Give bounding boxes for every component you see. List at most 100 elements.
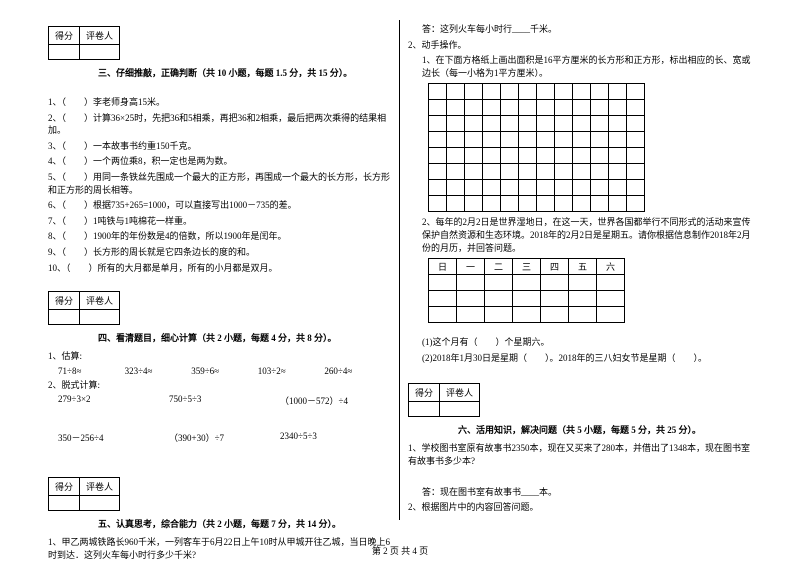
calc-row-2a: 279÷3×2750÷5÷3（1000－572）÷4	[48, 394, 391, 407]
grid-cell	[501, 164, 519, 180]
left-column: 得分评卷人 三、仔细推敲，正确判断（共 10 小题，每题 1.5 分，共 15 …	[40, 20, 400, 520]
grid-cell	[519, 148, 537, 164]
cal-header-cell: 三	[513, 259, 541, 275]
grid-cell	[429, 196, 447, 212]
calc-item: 359÷6≈	[191, 366, 258, 376]
grid-cell	[537, 84, 555, 100]
grid-cell	[555, 196, 573, 212]
cal-cell	[513, 307, 541, 323]
grid-cell	[627, 164, 645, 180]
calc-item: 260÷4≈	[324, 366, 391, 376]
grid-cell	[627, 196, 645, 212]
grid-cell	[447, 148, 465, 164]
grid-cell	[465, 196, 483, 212]
calc-item: （1000－572）÷4	[280, 394, 391, 407]
cal-cell	[485, 275, 513, 291]
grid-cell	[519, 84, 537, 100]
question-item: 2、（ ）计算36×25时，先把36和5相乘，再把36和2相乘，最后把两次乘得的…	[48, 112, 391, 137]
drawing-grid	[428, 83, 645, 212]
cal-cell	[569, 291, 597, 307]
question-item: 6、（ ）根据735+265=1000，可以直接写出1000－735的差。	[48, 199, 391, 212]
grid-cell	[573, 100, 591, 116]
grid-cell	[627, 148, 645, 164]
grid-cell	[555, 164, 573, 180]
cal-cell	[597, 275, 625, 291]
grid-cell	[501, 180, 519, 196]
grid-cell	[519, 164, 537, 180]
grid-cell	[501, 116, 519, 132]
q2-1-text: 1、在下面方格纸上画出面积是16平方厘米的长方形和正方形，标出相应的长、宽或边长…	[408, 54, 752, 79]
grid-cell	[447, 84, 465, 100]
calc-item: 350－256÷4	[58, 431, 169, 444]
grid-cell	[483, 180, 501, 196]
grid-cell	[501, 84, 519, 100]
grid-cell	[447, 116, 465, 132]
grid-cell	[483, 100, 501, 116]
grid-cell	[429, 180, 447, 196]
grid-cell	[447, 100, 465, 116]
question-item: 10、（ ）所有的大月都是单月，所有的小月都是双月。	[48, 262, 391, 275]
grid-cell	[537, 196, 555, 212]
grid-cell	[555, 84, 573, 100]
grid-cell	[501, 100, 519, 116]
grid-cell	[591, 180, 609, 196]
cal-cell	[569, 307, 597, 323]
grid-cell	[537, 148, 555, 164]
cal-header-cell: 六	[597, 259, 625, 275]
grid-cell	[465, 116, 483, 132]
grid-cell	[609, 180, 627, 196]
question-item: 7、（ ）1吨铁与1吨棉花一样重。	[48, 215, 391, 228]
section-6-title: 六、活用知识，解决问题（共 5 小题，每题 5 分，共 25 分）。	[408, 423, 752, 436]
grid-cell	[627, 116, 645, 132]
question-item: 4、（ ）一个两位乘8，积一定也是两为数。	[48, 155, 391, 168]
grid-cell	[465, 132, 483, 148]
grid-cell	[573, 148, 591, 164]
calc-row-1: 71÷8≈323÷4≈359÷6≈103÷2≈260÷4≈	[48, 366, 391, 376]
cal-cell	[541, 275, 569, 291]
grid-cell	[555, 180, 573, 196]
q2-a: (1)这个月有（ ）个星期六。	[408, 336, 752, 349]
calc-item: 71÷8≈	[58, 366, 125, 376]
q2-b: (2)2018年1月30日是星期（ ）。2018年的三八妇女节是星期（ ）。	[408, 352, 752, 365]
grid-cell	[573, 196, 591, 212]
question-item: 5、（ ）用同一条铁丝先围成一个最大的正方形，再围成一个最大的长方形，长方形和正…	[48, 171, 391, 196]
grid-cell	[483, 196, 501, 212]
grid-cell	[591, 84, 609, 100]
grid-cell	[573, 164, 591, 180]
grid-cell	[483, 148, 501, 164]
grid-cell	[627, 100, 645, 116]
grid-cell	[465, 164, 483, 180]
grid-cell	[591, 100, 609, 116]
grid-cell	[447, 196, 465, 212]
sec6-q1: 1、学校图书室原有故事书2350本，现在又买来了280本，并借出了1348本，现…	[408, 442, 752, 467]
grid-cell	[519, 196, 537, 212]
q2-label: 2、动手操作。	[408, 39, 752, 52]
question-item: 9、（ ）长方形的周长就是它四条边长的度的和。	[48, 246, 391, 259]
cal-cell	[597, 307, 625, 323]
calc-item: 323÷4≈	[125, 366, 192, 376]
score-box-3: 得分评卷人	[48, 26, 120, 60]
grid-cell	[447, 164, 465, 180]
grid-cell	[501, 148, 519, 164]
cal-header-cell: 日	[429, 259, 457, 275]
grid-cell	[519, 100, 537, 116]
score-box-6: 得分评卷人	[408, 383, 480, 417]
cal-cell	[457, 291, 485, 307]
grid-cell	[465, 148, 483, 164]
grid-cell	[573, 132, 591, 148]
cal-cell	[513, 275, 541, 291]
grid-cell	[537, 180, 555, 196]
grid-cell	[609, 196, 627, 212]
grid-cell	[429, 100, 447, 116]
question-item: 3、（ ）一本故事书约重150千克。	[48, 140, 391, 153]
answer-line: 答：这列火车每小时行____千米。	[408, 23, 752, 36]
grid-cell	[609, 148, 627, 164]
grid-cell	[591, 164, 609, 180]
grid-cell	[555, 100, 573, 116]
cal-cell	[597, 291, 625, 307]
grid-cell	[447, 132, 465, 148]
grid-cell	[627, 84, 645, 100]
grid-cell	[483, 116, 501, 132]
calendar-grid: 日一二三四五六	[428, 258, 625, 323]
grid-cell	[465, 84, 483, 100]
